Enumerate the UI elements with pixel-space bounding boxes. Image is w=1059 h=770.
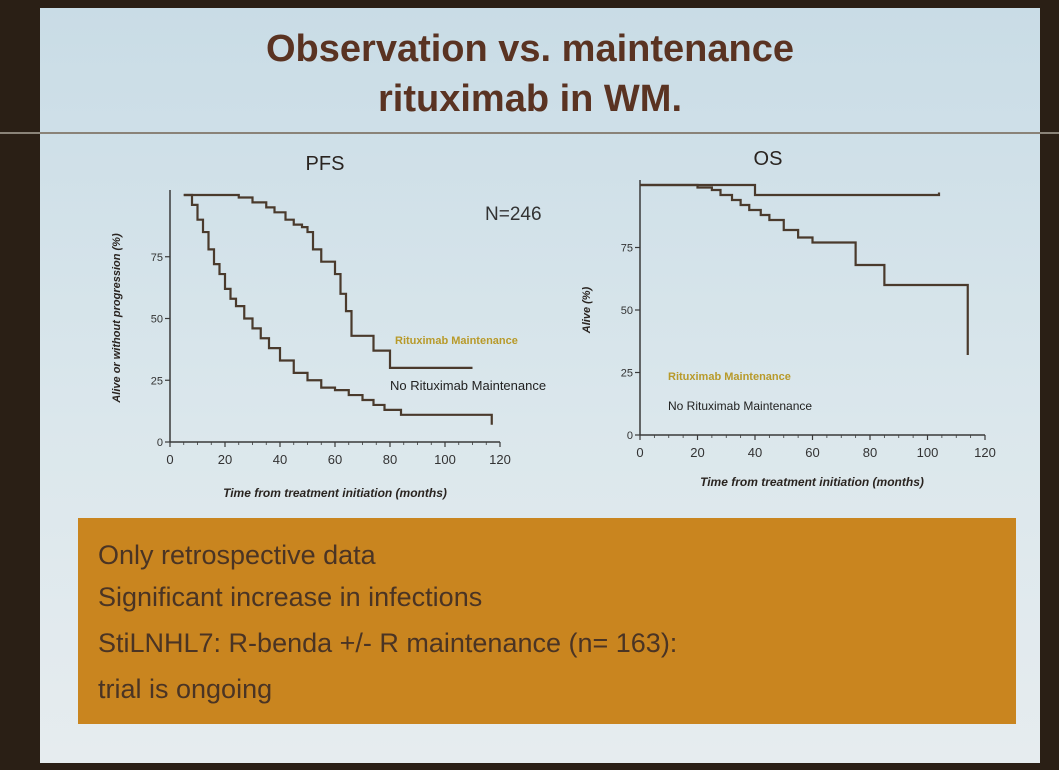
x-tick-label: 120 <box>974 445 996 460</box>
takeaway-line-2: Significant increase in infections <box>98 582 483 612</box>
takeaway-line-3: StiLNHL7: R-benda +/- R maintenance (n= … <box>98 628 678 658</box>
y-tick-label: 75 <box>621 243 633 255</box>
chart-os: OS 0 20 40 60 80 100 120 0 25 50 75 Time from treatm… <box>581 148 996 489</box>
series-label-no-maintenance: No Rituximab Maintenance <box>390 378 546 393</box>
x-tick-label: 100 <box>917 445 939 460</box>
n-annotation: N=246 <box>485 204 542 225</box>
x-tick-label: 80 <box>383 452 397 467</box>
x-tick-label: 120 <box>489 452 511 467</box>
x-tick-label: 60 <box>805 445 819 460</box>
y-tick-label: 50 <box>621 305 633 317</box>
x-tick-label: 80 <box>863 445 877 460</box>
slide-title-line2: rituximab in WM. <box>378 78 682 120</box>
series-line-no-maintenance <box>183 193 493 425</box>
series-label-maintenance: Rituximab Maintenance <box>668 371 791 383</box>
x-tick-label: 20 <box>218 452 232 467</box>
series-line-maintenance <box>640 183 941 197</box>
x-axis-label: Time from treatment initiation (months) <box>700 475 924 489</box>
y-axis-label: Alive (%) <box>581 286 593 334</box>
series-line-no-maintenance <box>640 183 969 355</box>
title-divider <box>0 132 1059 134</box>
takeaway-line-4: trial is ongoing <box>98 674 273 704</box>
x-tick-label: 40 <box>748 445 762 460</box>
x-tick-label: 60 <box>328 452 342 467</box>
x-tick-label: 0 <box>166 452 173 467</box>
series-line-maintenance <box>183 193 473 369</box>
x-axis-label: Time from treatment initiation (months) <box>223 486 447 500</box>
y-axis-label: Alive or without progression (%) <box>111 233 123 404</box>
y-tick-label: 75 <box>151 252 163 264</box>
series-label-no-maintenance: No Rituximab Maintenance <box>668 399 812 413</box>
series-label-maintenance: Rituximab Maintenance <box>395 335 518 347</box>
takeaway-box <box>78 518 1016 724</box>
x-tick-label: 100 <box>434 452 456 467</box>
x-tick-label: 40 <box>273 452 287 467</box>
y-tick-label: 0 <box>627 430 633 442</box>
y-tick-label: 0 <box>157 437 163 449</box>
y-tick-label: 50 <box>151 314 163 326</box>
x-tick-label: 0 <box>636 445 643 460</box>
y-tick-label: 25 <box>151 375 163 387</box>
chart-pfs: PFS 0 20 40 60 80 100 120 0 25 50 75 Time from treat… <box>111 153 546 500</box>
x-tick-label: 20 <box>690 445 704 460</box>
chart-title: OS <box>754 148 783 170</box>
y-tick-label: 25 <box>621 368 633 380</box>
slide-title-line1: Observation vs. maintenance <box>266 28 794 70</box>
chart-title: PFS <box>306 153 345 175</box>
takeaway-line-1: Only retrospective data <box>98 540 376 570</box>
